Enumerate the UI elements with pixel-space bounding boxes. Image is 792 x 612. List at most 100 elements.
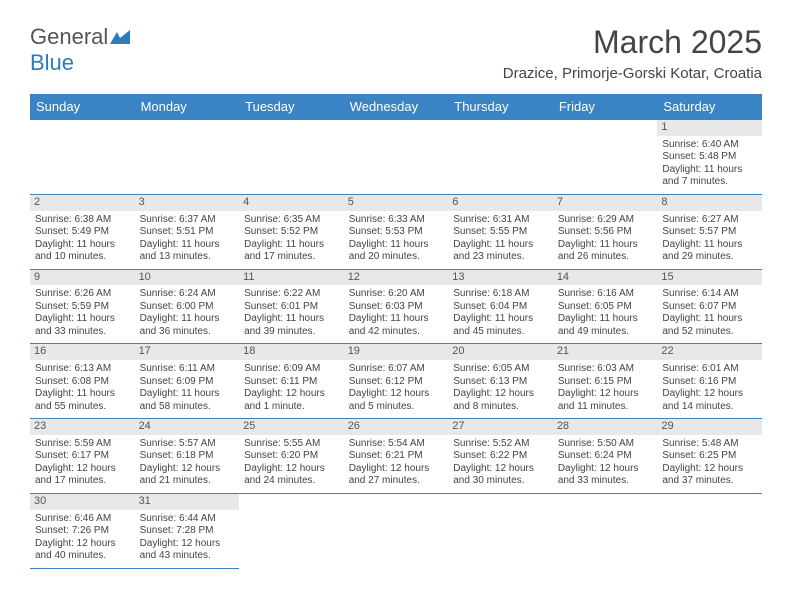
sunset-line: Sunset: 6:22 PM — [453, 450, 548, 463]
sunset-line: Sunset: 6:00 PM — [140, 301, 235, 314]
daylight-line2: and 5 minutes. — [349, 401, 444, 414]
calendar-cell: 3Sunrise: 6:37 AMSunset: 5:51 PMDaylight… — [135, 194, 240, 269]
sunset-line: Sunset: 6:15 PM — [558, 376, 653, 389]
calendar-cell: 2Sunrise: 6:38 AMSunset: 5:49 PMDaylight… — [30, 194, 135, 269]
sunrise-line: Sunrise: 6:14 AM — [662, 288, 757, 301]
daylight-line2: and 27 minutes. — [349, 475, 444, 488]
sunset-line: Sunset: 5:51 PM — [140, 226, 235, 239]
daylight-line1: Daylight: 11 hours — [662, 239, 757, 252]
daylight-line1: Daylight: 12 hours — [244, 388, 339, 401]
sunset-line: Sunset: 6:11 PM — [244, 376, 339, 389]
day-header: Tuesday — [239, 94, 344, 120]
sunrise-line: Sunrise: 6:38 AM — [35, 214, 130, 227]
sunset-line: Sunset: 5:48 PM — [662, 151, 757, 164]
daylight-line1: Daylight: 11 hours — [453, 313, 548, 326]
logo: General — [30, 24, 132, 50]
day-number: 6 — [448, 195, 553, 211]
sunrise-line: Sunrise: 6:13 AM — [35, 363, 130, 376]
daylight-line1: Daylight: 12 hours — [35, 463, 130, 476]
calendar-cell: 6 Sunrise: 6:31 AMSunset: 5:55 PMDaylight… — [448, 194, 553, 269]
sunset-line: Sunset: 5:53 PM — [349, 226, 444, 239]
calendar-cell — [657, 493, 762, 568]
day-number: 28 — [553, 419, 658, 435]
day-number: 7 — [553, 195, 658, 211]
day-number: 17 — [135, 344, 240, 360]
day-number: 15 — [657, 270, 762, 286]
sunset-line: Sunset: 5:55 PM — [453, 226, 548, 239]
daylight-line2: and 11 minutes. — [558, 401, 653, 414]
daylight-line2: and 13 minutes. — [140, 251, 235, 264]
daylight-line2: and 14 minutes. — [662, 401, 757, 414]
sunrise-line: Sunrise: 6:24 AM — [140, 288, 235, 301]
sunset-line: Sunset: 6:24 PM — [558, 450, 653, 463]
logo-part2: Blue — [30, 50, 74, 76]
day-number: 23 — [30, 419, 135, 435]
daylight-line1: Daylight: 11 hours — [244, 313, 339, 326]
sunrise-line: Sunrise: 6:31 AM — [453, 214, 548, 227]
daylight-line2: and 17 minutes. — [244, 251, 339, 264]
daylight-line2: and 10 minutes. — [35, 251, 130, 264]
sunrise-line: Sunrise: 6:16 AM — [558, 288, 653, 301]
sunrise-line: Sunrise: 6:33 AM — [349, 214, 444, 227]
daylight-line1: Daylight: 12 hours — [558, 388, 653, 401]
logo-mark-icon — [110, 30, 130, 44]
sunset-line: Sunset: 5:52 PM — [244, 226, 339, 239]
daylight-line2: and 21 minutes. — [140, 475, 235, 488]
sunrise-line: Sunrise: 6:37 AM — [140, 214, 235, 227]
header-row: SundayMondayTuesdayWednesdayThursdayFrid… — [30, 94, 762, 120]
day-number: 3 — [135, 195, 240, 211]
day-number: 10 — [135, 270, 240, 286]
day-number: 31 — [135, 494, 240, 510]
sunset-line: Sunset: 6:12 PM — [349, 376, 444, 389]
daylight-line2: and 55 minutes. — [35, 401, 130, 414]
daylight-line2: and 33 minutes. — [35, 326, 130, 339]
sunset-line: Sunset: 6:03 PM — [349, 301, 444, 314]
calendar-cell — [553, 493, 658, 568]
daylight-line2: and 20 minutes. — [349, 251, 444, 264]
daylight-line1: Daylight: 12 hours — [453, 388, 548, 401]
daylight-line2: and 23 minutes. — [453, 251, 548, 264]
sunrise-line: Sunrise: 6:35 AM — [244, 214, 339, 227]
sunset-line: Sunset: 5:56 PM — [558, 226, 653, 239]
daylight-line2: and 26 minutes. — [558, 251, 653, 264]
day-number: 2 — [30, 195, 135, 211]
calendar-cell: 17Sunrise: 6:11 AMSunset: 6:09 PMDayligh… — [135, 344, 240, 419]
sunset-line: Sunset: 6:05 PM — [558, 301, 653, 314]
daylight-line1: Daylight: 11 hours — [662, 313, 757, 326]
day-number: 12 — [344, 270, 449, 286]
daylight-line2: and 24 minutes. — [244, 475, 339, 488]
calendar-cell: 5Sunrise: 6:33 AMSunset: 5:53 PMDaylight… — [344, 194, 449, 269]
calendar-cell: 19Sunrise: 6:07 AMSunset: 6:12 PMDayligh… — [344, 344, 449, 419]
day-number: 1 — [657, 120, 762, 136]
calendar-cell: 16Sunrise: 6:13 AMSunset: 6:08 PMDayligh… — [30, 344, 135, 419]
day-header: Wednesday — [344, 94, 449, 120]
daylight-line1: Daylight: 11 hours — [453, 239, 548, 252]
sunset-line: Sunset: 6:25 PM — [662, 450, 757, 463]
daylight-line1: Daylight: 11 hours — [558, 313, 653, 326]
day-header: Monday — [135, 94, 240, 120]
calendar-cell: 30Sunrise: 6:46 AMSunset: 7:26 PMDayligh… — [30, 493, 135, 568]
sunset-line: Sunset: 6:07 PM — [662, 301, 757, 314]
day-number: 20 — [448, 344, 553, 360]
calendar-row: 16Sunrise: 6:13 AMSunset: 6:08 PMDayligh… — [30, 344, 762, 419]
calendar-cell: 26Sunrise: 5:54 AMSunset: 6:21 PMDayligh… — [344, 419, 449, 494]
calendar-cell: 28Sunrise: 5:50 AMSunset: 6:24 PMDayligh… — [553, 419, 658, 494]
day-number: 21 — [553, 344, 658, 360]
day-number: 27 — [448, 419, 553, 435]
calendar-cell — [344, 493, 449, 568]
day-number: 16 — [30, 344, 135, 360]
daylight-line1: Daylight: 12 hours — [662, 388, 757, 401]
daylight-line1: Daylight: 12 hours — [453, 463, 548, 476]
calendar-cell — [448, 120, 553, 195]
calendar-cell: 10Sunrise: 6:24 AMSunset: 6:00 PMDayligh… — [135, 269, 240, 344]
sunrise-line: Sunrise: 5:48 AM — [662, 438, 757, 451]
sunrise-line: Sunrise: 6:46 AM — [35, 513, 130, 526]
daylight-line1: Daylight: 11 hours — [140, 388, 235, 401]
sunrise-line: Sunrise: 5:52 AM — [453, 438, 548, 451]
calendar-row: 1Sunrise: 6:40 AMSunset: 5:48 PMDaylight… — [30, 120, 762, 195]
daylight-line2: and 40 minutes. — [35, 550, 130, 563]
sunset-line: Sunset: 6:16 PM — [662, 376, 757, 389]
day-number: 19 — [344, 344, 449, 360]
sunrise-line: Sunrise: 6:18 AM — [453, 288, 548, 301]
calendar-cell: 22Sunrise: 6:01 AMSunset: 6:16 PMDayligh… — [657, 344, 762, 419]
